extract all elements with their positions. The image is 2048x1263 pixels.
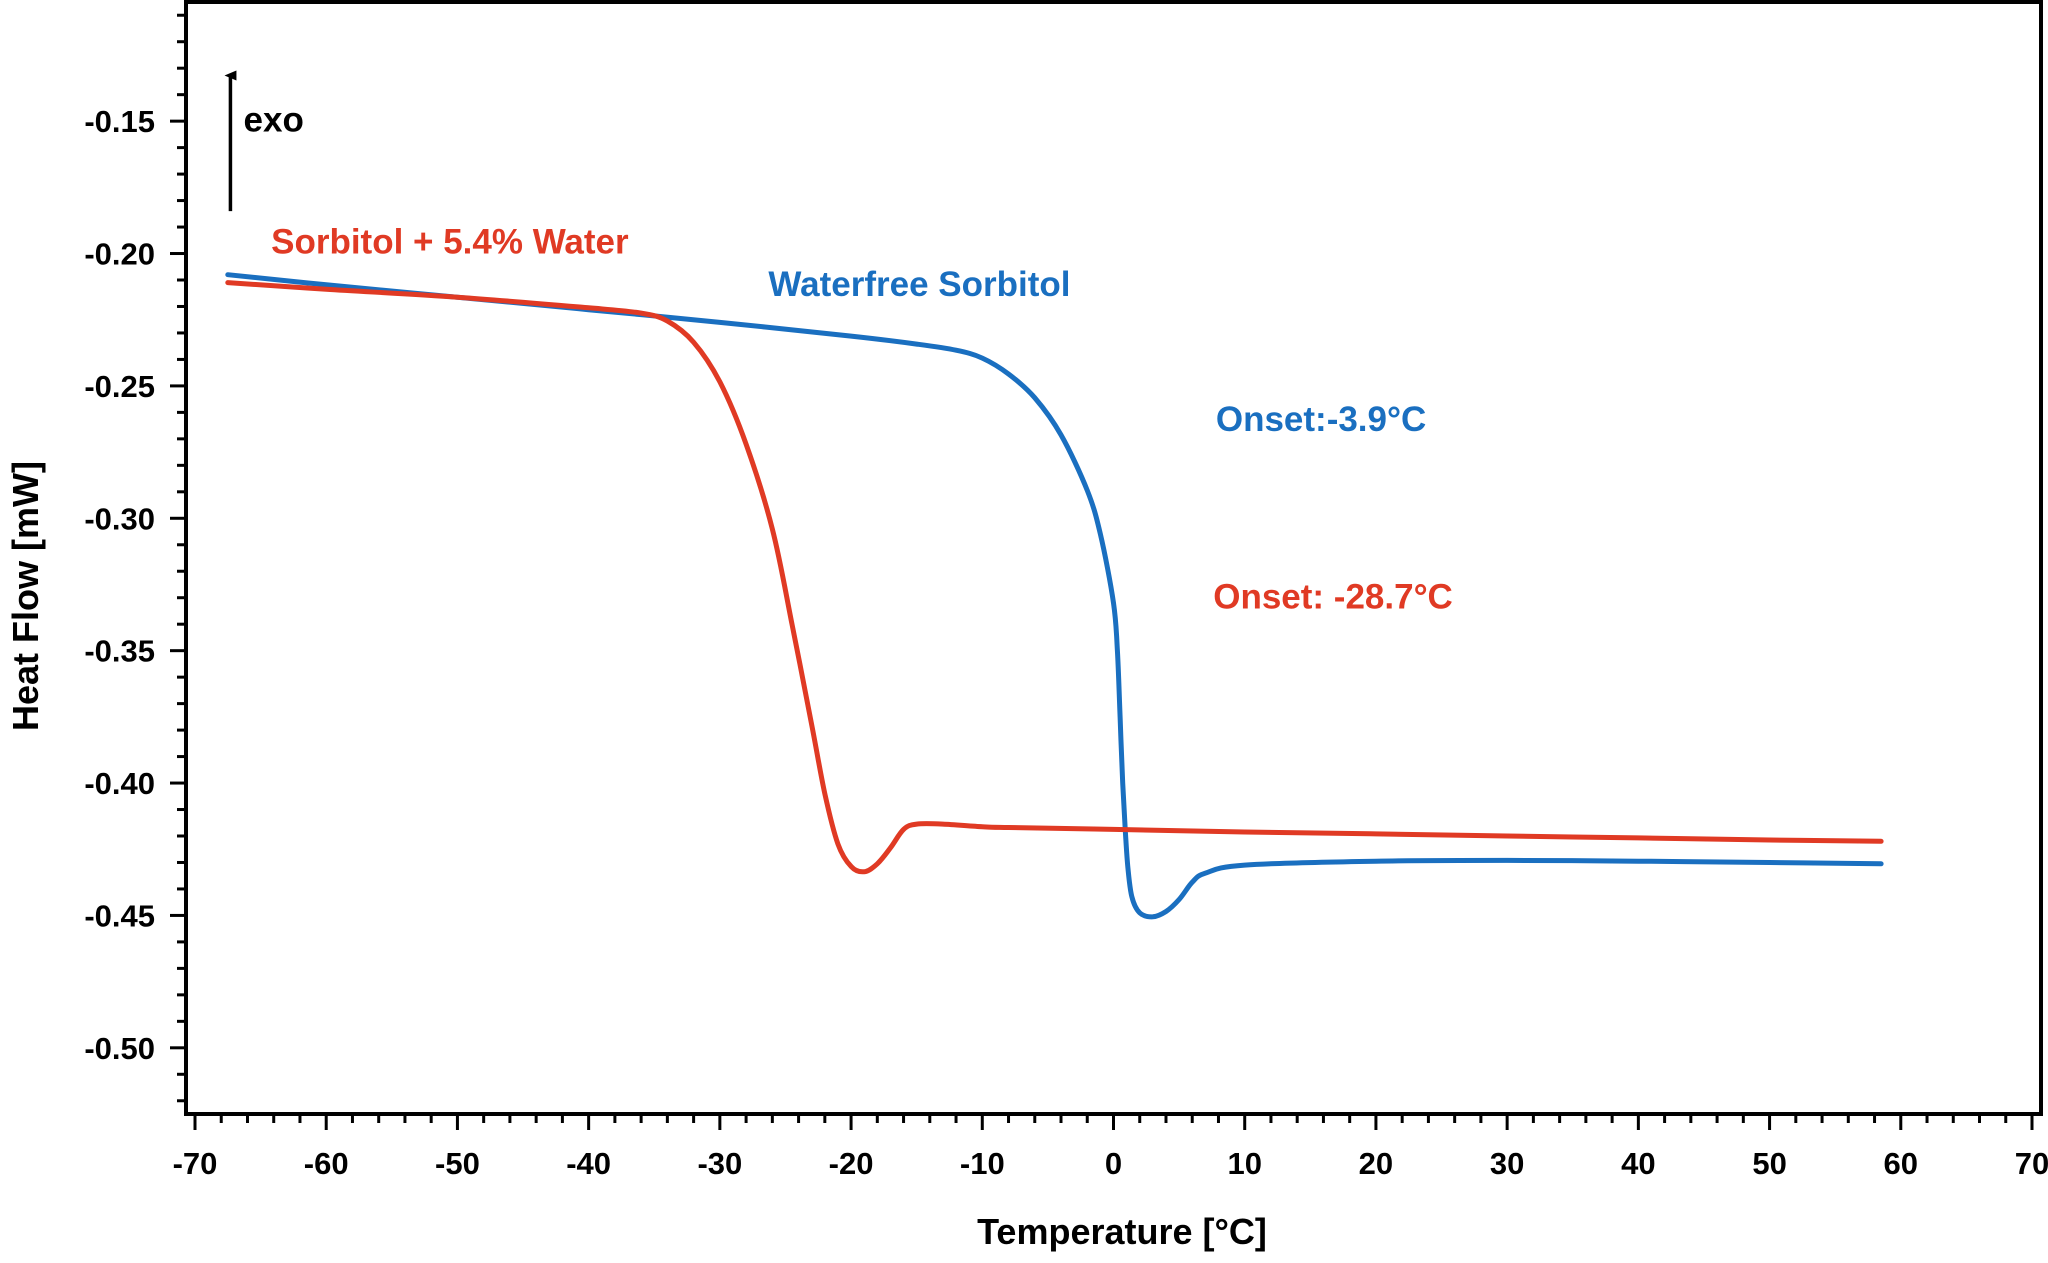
plot-frame bbox=[184, 0, 2043, 1116]
series-line-sorbitol-water bbox=[225, 280, 1884, 875]
x-axis-ticks: -70 -60 -50 -40 -30 -20 -10 0 10 20 30 40 50 60 70 bbox=[173, 1114, 2048, 1181]
x-tick-label: -10 bbox=[960, 1146, 1005, 1181]
series-line-waterfree-sorbitol bbox=[225, 272, 1884, 920]
series-layer bbox=[225, 272, 1884, 920]
x-tick-label: -60 bbox=[304, 1146, 349, 1181]
y-tick-label: -0.20 bbox=[84, 237, 155, 272]
annotation-sorbitol-water-label: Sorbitol + 5.4% Water bbox=[271, 223, 629, 262]
annotation-exo-label: exo bbox=[244, 101, 304, 140]
x-tick-label: 70 bbox=[2015, 1146, 2048, 1181]
y-axis-title: Heat Flow [mW] bbox=[5, 461, 46, 731]
y-tick-label: -0.50 bbox=[84, 1031, 155, 1066]
annotation-onset-water: Onset: -28.7°C bbox=[1213, 577, 1453, 616]
y-tick-label: -0.45 bbox=[84, 898, 155, 933]
y-axis-ticks: -0.15 -0.20 -0.25 -0.30 -0.35 -0.40 -0.45 -0.50 bbox=[84, 13, 186, 1103]
x-tick-label: 20 bbox=[1359, 1146, 1393, 1181]
x-tick-label: -50 bbox=[435, 1146, 480, 1181]
y-tick-label: -0.40 bbox=[84, 766, 155, 801]
x-tick-label: 60 bbox=[1884, 1146, 1918, 1181]
x-tick-label: -70 bbox=[173, 1146, 218, 1181]
x-tick-label: -20 bbox=[829, 1146, 874, 1181]
annotation-layer: Sorbitol + 5.4% Water Waterfree Sorbitol O… bbox=[224, 70, 1453, 616]
y-tick-label: -0.15 bbox=[84, 104, 155, 139]
x-tick-label: 50 bbox=[1752, 1146, 1786, 1181]
x-tick-label: -40 bbox=[566, 1146, 611, 1181]
x-tick-label: 10 bbox=[1227, 1146, 1261, 1181]
annotation-onset-waterfree: Onset:-3.9°C bbox=[1216, 400, 1426, 439]
x-axis-title: Temperature [°C] bbox=[977, 1211, 1267, 1252]
x-tick-label: -30 bbox=[697, 1146, 742, 1181]
y-tick-label: -0.25 bbox=[84, 369, 155, 404]
annotation-waterfree-label: Waterfree Sorbitol bbox=[768, 265, 1070, 304]
x-tick-label: 40 bbox=[1621, 1146, 1655, 1181]
y-tick-label: -0.35 bbox=[84, 634, 155, 669]
x-tick-label: 30 bbox=[1490, 1146, 1524, 1181]
x-tick-label: 0 bbox=[1105, 1146, 1122, 1181]
y-tick-label: -0.30 bbox=[84, 501, 155, 536]
